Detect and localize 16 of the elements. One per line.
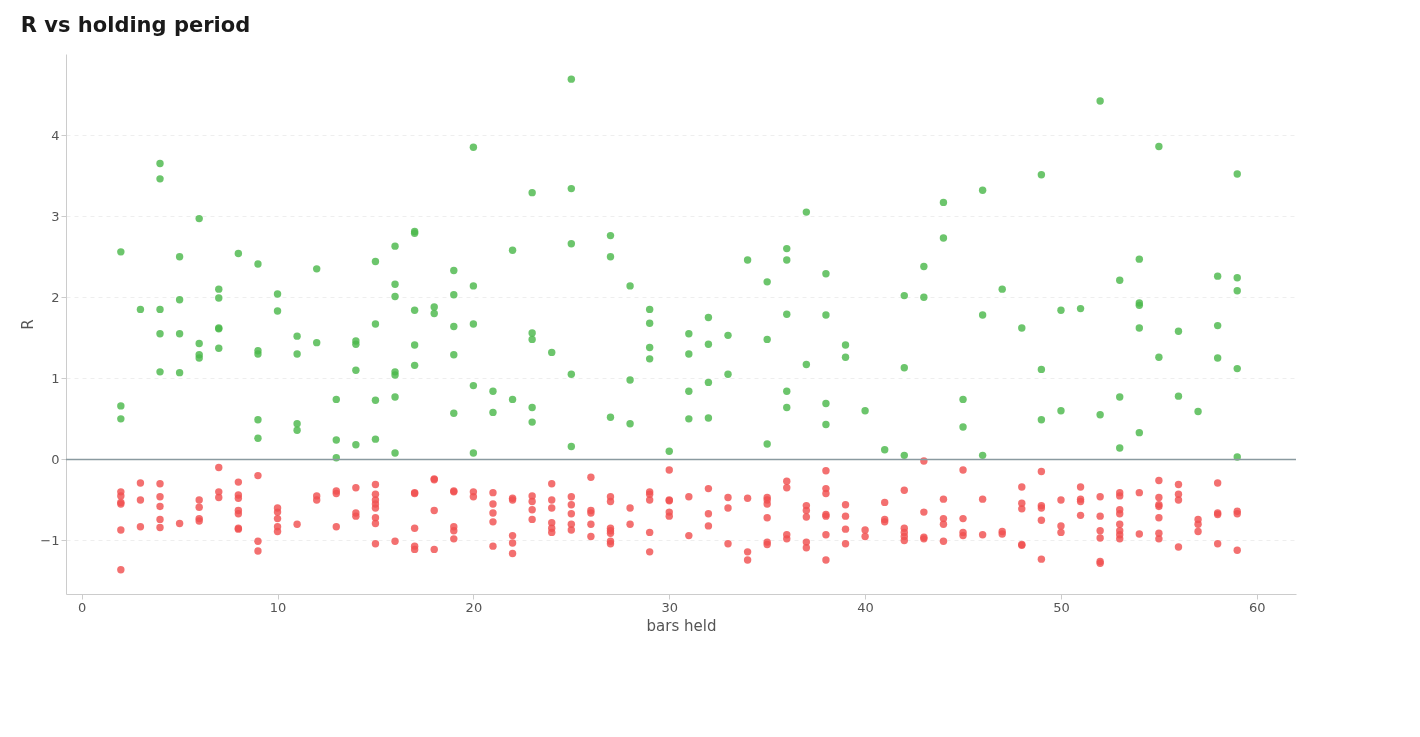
x-tick-label: 30 bbox=[661, 599, 679, 615]
x-tick-label: 50 bbox=[1053, 599, 1070, 615]
y-tick-label: 1 bbox=[51, 370, 60, 386]
x-tick-label: 40 bbox=[857, 599, 874, 615]
x-tick-label: 20 bbox=[465, 599, 483, 615]
x-tick-label: 0 bbox=[78, 599, 87, 615]
y-tick-label: −1 bbox=[40, 532, 60, 548]
chart-title: R vs holding period bbox=[20, 13, 251, 37]
y-tick-label: 4 bbox=[51, 127, 60, 143]
y-axis-title: R bbox=[19, 319, 38, 330]
x-tick-label: 60 bbox=[1249, 599, 1266, 615]
y-tick-label: 3 bbox=[51, 208, 60, 224]
x-axis-title: bars held bbox=[646, 616, 717, 635]
y-tick-label: 0 bbox=[51, 451, 60, 467]
y-tick-label: 2 bbox=[51, 289, 60, 305]
x-tick-label: 10 bbox=[269, 599, 287, 615]
